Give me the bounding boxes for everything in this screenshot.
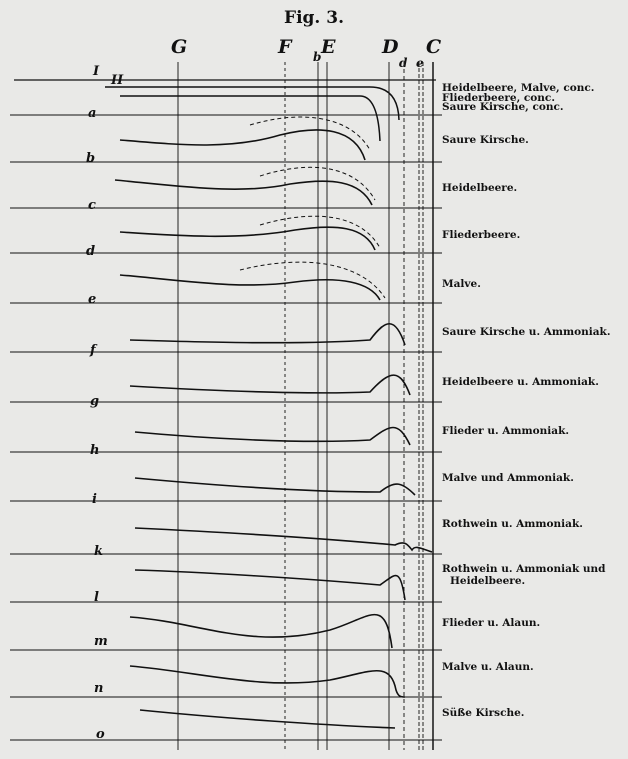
absorption-curve-m xyxy=(129,613,393,649)
absorption-curve-d xyxy=(259,215,381,249)
absorption-curve-i xyxy=(134,477,416,496)
absorption-curve-b xyxy=(119,129,366,161)
absorption-curve-d xyxy=(119,226,376,251)
line-label-b: b xyxy=(313,50,322,64)
curve-II xyxy=(120,95,381,142)
row-letter-n: n xyxy=(94,681,104,696)
row-letter-k: k xyxy=(94,544,104,559)
row-label-d: Fliederbeere. xyxy=(442,229,521,241)
line-label-C: C xyxy=(426,36,442,58)
absorption-curve-n xyxy=(129,665,406,698)
row-letter-f: f xyxy=(90,343,96,358)
absorption-curve-f xyxy=(129,323,406,346)
curve-label-I: I xyxy=(93,64,100,79)
line-label-F: F xyxy=(278,36,292,58)
row-letter-o: o xyxy=(96,727,105,742)
absorption-curve-o xyxy=(139,709,396,729)
absorption-curve-b xyxy=(249,116,371,151)
line-label-G: G xyxy=(171,36,188,58)
line-label-D: D xyxy=(382,36,399,58)
row-letter-d: d xyxy=(86,244,96,259)
absorption-curve-h xyxy=(134,426,411,446)
row-label-o: Süße Kirsche. xyxy=(442,707,525,719)
curve-I xyxy=(105,86,400,121)
row-label-a: Heidelbeere, Malve, conc. xyxy=(442,82,595,94)
line-label-e: e xyxy=(416,56,424,70)
row-label-i: Malve und Ammoniak. xyxy=(442,472,574,484)
row-label-n: Malve u. Alaun. xyxy=(442,661,534,673)
row-letter-e: e xyxy=(88,292,97,307)
row-letter-g: g xyxy=(90,394,100,409)
absorption-curve-k xyxy=(134,527,433,553)
absorption-curve-l xyxy=(134,569,406,601)
row-label-e: Malve. xyxy=(442,278,481,290)
row-letter-m: m xyxy=(94,634,108,649)
row-letter-b: b xyxy=(86,151,96,166)
absorption-curve-c xyxy=(259,166,376,201)
absorption-curve-c xyxy=(114,179,373,206)
row-letter-l: l xyxy=(94,590,99,605)
row-label-l: Rothwein u. Ammoniak und xyxy=(442,563,606,575)
row-letter-i: i xyxy=(92,492,97,507)
absorption-curve-g xyxy=(129,374,411,396)
absorption-curve-e xyxy=(119,274,381,301)
row-letter-h: h xyxy=(90,443,100,458)
row-label-h: Flieder u. Ammoniak. xyxy=(442,425,569,437)
row-letter-a: a xyxy=(88,106,97,121)
row-label-g: Heidelbeere u. Ammoniak. xyxy=(442,376,599,388)
absorption-curve-e xyxy=(239,261,386,299)
row-letter-c: c xyxy=(88,198,96,213)
figure-title: Fig. 3. xyxy=(284,8,344,28)
line-label-d: d xyxy=(399,56,408,70)
row-label-a: Saure Kirsche, conc. xyxy=(442,101,564,113)
row-label-b: Saure Kirsche. xyxy=(442,134,529,146)
row-label-f: Saure Kirsche u. Ammoniak. xyxy=(442,326,611,338)
row-label-c: Heidelbeere. xyxy=(442,182,518,194)
row-label-a: Fliederbeere, conc. xyxy=(442,92,555,104)
row-label-k: Rothwein u. Ammoniak. xyxy=(442,518,583,530)
row-label-l: Heidelbeere. xyxy=(450,575,526,587)
row-label-m: Flieder u. Alaun. xyxy=(442,617,541,629)
line-label-E: E xyxy=(321,36,336,58)
